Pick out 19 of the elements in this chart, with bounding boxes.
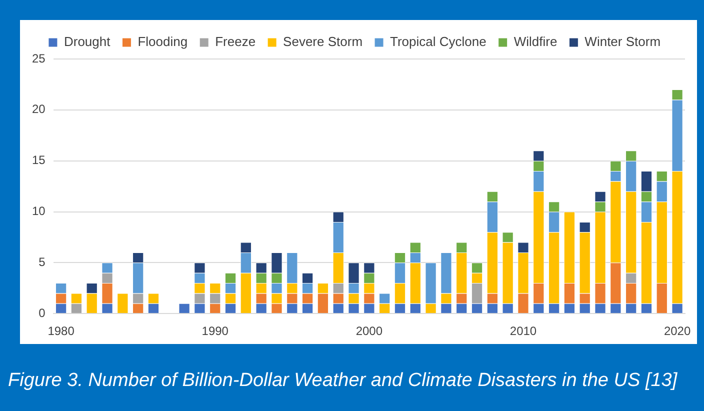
legend-label: Tropical Cyclone bbox=[390, 34, 486, 50]
legend-label: Flooding bbox=[138, 34, 188, 50]
y-tick-label: 15 bbox=[32, 153, 46, 168]
legend-label: Winter Storm bbox=[584, 34, 661, 50]
y-tick-label: 25 bbox=[32, 51, 46, 66]
x-tick-label: 2010 bbox=[510, 324, 537, 338]
y-tick-label: 0 bbox=[38, 306, 46, 320]
legend-label: Drought bbox=[64, 34, 111, 50]
x-tick-label: 2000 bbox=[356, 324, 383, 338]
y-tick-label: 10 bbox=[32, 204, 46, 218]
y-tick-label: 5 bbox=[38, 254, 46, 269]
y-tick-label: 20 bbox=[32, 102, 46, 116]
x-tick-label: 1980 bbox=[48, 324, 75, 338]
legend-label: Severe Storm bbox=[283, 34, 363, 50]
x-tick-label: 2020 bbox=[664, 324, 691, 338]
legend-label: Wildfire bbox=[514, 34, 558, 50]
legend-label: Freeze bbox=[215, 34, 256, 50]
x-tick-label: 1990 bbox=[202, 324, 229, 338]
caption: Figure 3. Number of Billion-Dollar Weather and Climate Disasters in the US [13] bbox=[8, 370, 678, 392]
